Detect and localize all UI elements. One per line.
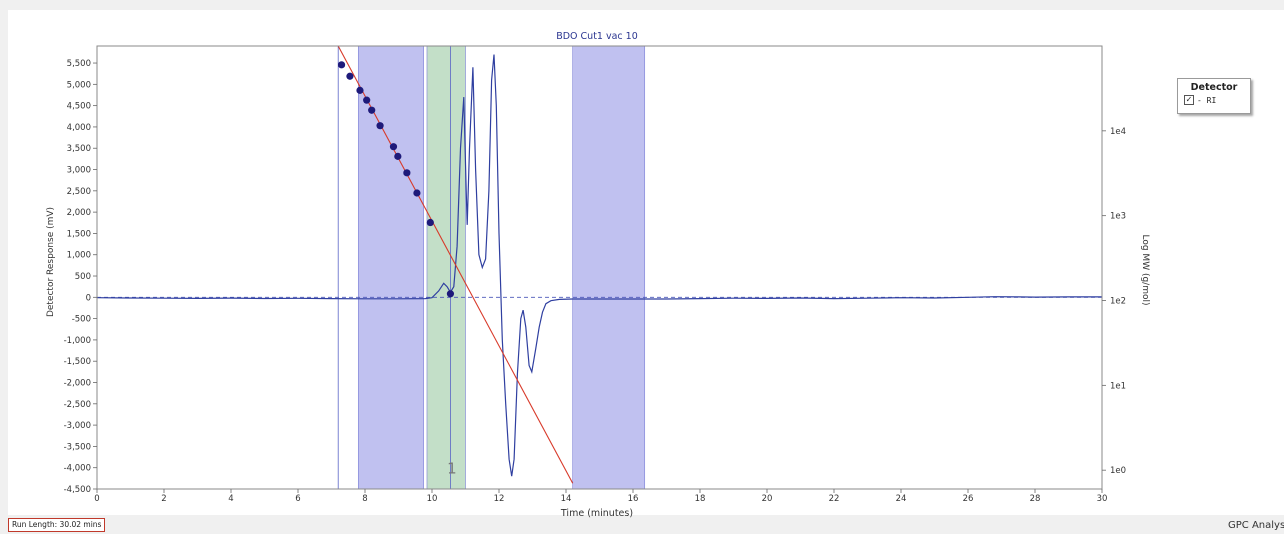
calibration-points <box>337 61 455 298</box>
x-tick-label: 20 <box>762 494 773 504</box>
x-tick-label: 8 <box>362 494 367 504</box>
run-length-status: Run Length: 30.02 mins <box>8 518 106 532</box>
series-line-calibration <box>337 45 574 484</box>
y-tick-label: -2,000 <box>64 379 91 389</box>
x-tick-label: 14 <box>561 494 572 504</box>
x-axis: 0 2 4 6 8 10 12 14 16 18 20 22 24 26 28 30 <box>94 489 1107 504</box>
y-tick-label: 3,500 <box>67 144 91 154</box>
x-tick-label: 26 <box>963 494 974 504</box>
y-tick-label: -1,000 <box>64 336 91 346</box>
calibration-point-10 <box>413 189 421 197</box>
legend-item-label: - RI <box>1197 95 1217 105</box>
region-label: 1 <box>447 460 457 478</box>
x-tick-label: 0 <box>94 494 99 504</box>
y-tick-label: 5,000 <box>67 80 91 90</box>
calibration-point-5 <box>368 106 376 114</box>
y-tick-label: 2,500 <box>67 187 91 197</box>
shaded-region-3 <box>572 45 646 490</box>
y2-tick-label: 1e2 <box>1110 297 1126 307</box>
series-line-ri <box>96 54 1102 477</box>
x-tick-label: 10 <box>427 494 438 504</box>
calibration-point-9 <box>403 169 411 177</box>
chart-title: BDO Cut1 vac 10 <box>556 31 638 42</box>
legend: Detector ✓ - RI <box>1177 78 1251 114</box>
y-tick-label: -2,500 <box>64 400 91 410</box>
x-tick-label: 16 <box>628 494 639 504</box>
y2-tick-label: 1e0 <box>1110 466 1126 476</box>
y-tick-label: 5,500 <box>67 59 91 69</box>
plot-frame <box>96 45 1103 490</box>
checkbox-icon[interactable]: ✓ <box>1184 95 1194 105</box>
y-tick-label: 4,000 <box>67 123 91 133</box>
x-tick-label: 4 <box>228 494 233 504</box>
y2-tick-label: 1e1 <box>1110 381 1126 391</box>
y2-axis-label: Log MW (g/mol) <box>1140 234 1150 305</box>
calibration-point-2 <box>346 72 354 80</box>
chart-area-background <box>8 10 1284 515</box>
y2-tick-label: 1e4 <box>1110 127 1126 137</box>
y-tick-label: 2,000 <box>67 208 91 218</box>
series-group <box>96 45 1102 484</box>
y-tick-label: 1,000 <box>67 251 91 261</box>
y-tick-label: 4,500 <box>67 102 91 112</box>
x-tick-label: 28 <box>1030 494 1041 504</box>
x-tick-label: 12 <box>494 494 505 504</box>
marker-lines <box>337 46 451 489</box>
y-tick-label: -500 <box>72 315 91 325</box>
shaded-region-2 <box>426 45 466 490</box>
footer-label: GPC Analysi <box>1228 520 1284 531</box>
calibration-point-12 <box>446 290 455 298</box>
y-tick-label: -3,000 <box>64 421 91 431</box>
calibration-point-11 <box>426 218 434 227</box>
x-tick-label: 22 <box>829 494 840 504</box>
y-axis-right: 1e0 1e1 1e2 1e3 1e4 <box>1102 127 1126 476</box>
calibration-point-7 <box>389 143 398 151</box>
legend-title: Detector <box>1190 82 1238 93</box>
y-tick-label: -1,500 <box>64 357 91 367</box>
x-axis-label: Time (minutes) <box>560 508 633 519</box>
y-tick-label: -4,000 <box>64 464 91 474</box>
y-tick-label: -4,500 <box>64 485 91 495</box>
calibration-point-1 <box>337 61 346 69</box>
y2-tick-label: 1e3 <box>1110 212 1126 222</box>
legend-item-ri[interactable]: ✓ - RI <box>1184 95 1250 105</box>
y-tick-label: 3,000 <box>67 166 91 176</box>
y-tick-label: 500 <box>75 272 91 282</box>
shaded-region-1 <box>357 45 424 490</box>
y-tick-label: 1,500 <box>67 229 91 239</box>
x-tick-label: 30 <box>1097 494 1108 504</box>
x-tick-label: 2 <box>161 494 166 504</box>
y-tick-label: 0 <box>86 293 91 303</box>
y-axis-left: -4,500 -4,000 -3,500 -3,000 -2,500 -2,000 -1,5… <box>64 59 97 495</box>
calibration-point-3 <box>356 86 364 94</box>
x-tick-label: 24 <box>896 494 907 504</box>
x-tick-label: 6 <box>295 494 300 504</box>
y-tick-label: -3,500 <box>64 442 91 452</box>
calibration-point-8 <box>394 152 402 160</box>
calibration-point-4 <box>363 96 371 104</box>
calibration-point-6 <box>376 122 384 130</box>
y-axis-label: Detector Response (mV) <box>46 207 56 317</box>
x-tick-label: 18 <box>695 494 706 504</box>
